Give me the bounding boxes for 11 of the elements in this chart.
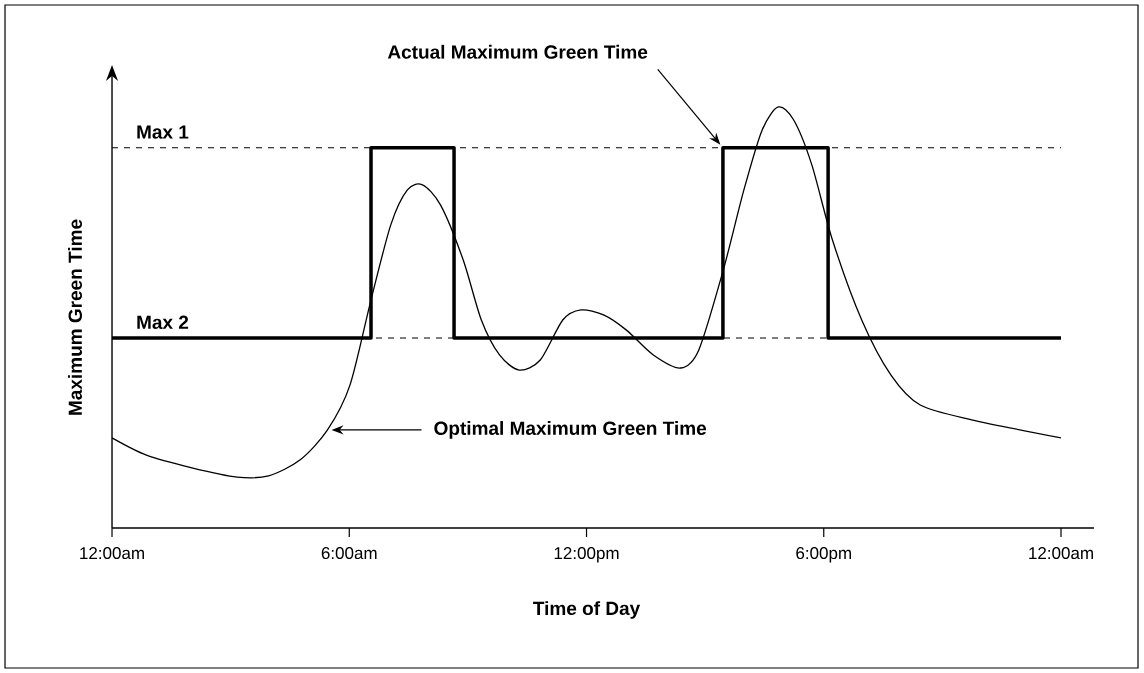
x-tick-label: 6:00pm [796, 547, 851, 563]
y-axis-title: Maximum Green Time [68, 219, 82, 415]
x-tick-label: 6:00am [321, 547, 377, 560]
x-tick-label: 12:00am [80, 547, 144, 560]
ref-line-label: Max 1 [137, 125, 189, 139]
text: Actual Maximum Green Time [387, 44, 648, 59]
ref-line-label: Max 2 [137, 315, 189, 330]
x-tick-label: 12:00am [1029, 547, 1093, 560]
x-tick-label: 12:00pm [554, 547, 619, 563]
annotation: Optimal Maximum Green Time [434, 421, 707, 439]
x-axis-title: Time of Day [533, 601, 641, 619]
